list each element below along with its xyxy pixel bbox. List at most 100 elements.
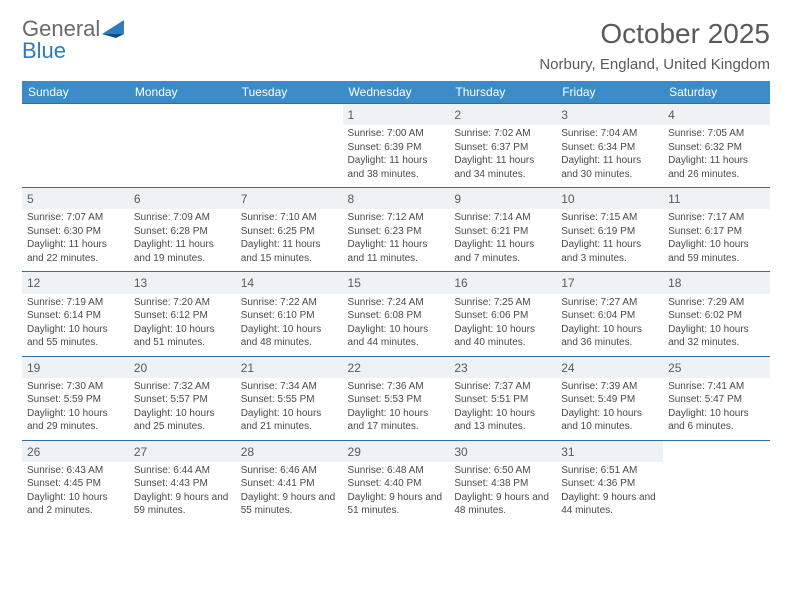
- daylight-text: Daylight: 11 hours and 7 minutes.: [454, 239, 534, 264]
- day-number: 10: [556, 188, 663, 209]
- sunrise-text: Sunrise: 7:27 AM: [561, 297, 637, 308]
- daylight-text: Daylight: 10 hours and 17 minutes.: [348, 408, 429, 433]
- daylight-text: Daylight: 11 hours and 34 minutes.: [454, 155, 534, 180]
- logo: General Blue: [22, 18, 130, 62]
- calendar-empty: [129, 104, 236, 188]
- sunrise-text: Sunrise: 7:39 AM: [561, 381, 637, 392]
- sunset-text: Sunset: 4:45 PM: [27, 478, 101, 489]
- day-number: 15: [343, 272, 450, 293]
- daylight-text: Daylight: 10 hours and 13 minutes.: [454, 408, 535, 433]
- daylight-text: Daylight: 11 hours and 19 minutes.: [134, 239, 214, 264]
- daylight-text: Daylight: 10 hours and 2 minutes.: [27, 492, 108, 517]
- daylight-text: Daylight: 9 hours and 51 minutes.: [348, 492, 443, 517]
- sunrise-text: Sunrise: 7:30 AM: [27, 381, 103, 392]
- logo-triangle-icon: [102, 20, 130, 38]
- day-header: Wednesday: [343, 81, 450, 104]
- sunrise-text: Sunrise: 6:46 AM: [241, 465, 317, 476]
- day-number: 4: [663, 104, 770, 125]
- day-header: Sunday: [22, 81, 129, 104]
- sunrise-text: Sunrise: 7:12 AM: [348, 212, 424, 223]
- sunrise-text: Sunrise: 7:19 AM: [27, 297, 103, 308]
- calendar-day: 13Sunrise: 7:20 AMSunset: 6:12 PMDayligh…: [129, 272, 236, 356]
- sunset-text: Sunset: 5:59 PM: [27, 394, 101, 405]
- daylight-text: Daylight: 10 hours and 10 minutes.: [561, 408, 642, 433]
- calendar-empty: [236, 104, 343, 188]
- sunset-text: Sunset: 4:41 PM: [241, 478, 315, 489]
- calendar-day: 22Sunrise: 7:36 AMSunset: 5:53 PMDayligh…: [343, 356, 450, 440]
- calendar-day: 17 Sunrise: 7:27 AM Sunset: 6:04 PM Dayligh…: [556, 272, 663, 356]
- day-number: 2: [449, 104, 556, 125]
- sunset-text: Sunset: 6:06 PM: [454, 310, 528, 321]
- day-header: Saturday: [663, 81, 770, 104]
- daylight-text: Daylight: 9 hours and 59 minutes.: [134, 492, 229, 517]
- sunrise-text: Sunrise: 7:04 AM: [561, 128, 637, 139]
- calendar-day: 29Sunrise: 6:48 AMSunset: 4:40 PMDayligh…: [343, 440, 450, 524]
- calendar-day: 11Sunrise: 7:17 AMSunset: 6:17 PMDayligh…: [663, 188, 770, 272]
- sunrise-text: Sunrise: 7:17 AM: [668, 212, 744, 223]
- sunrise-text: Sunrise: 7:14 AM: [454, 212, 530, 223]
- sunset-text: Sunset: 6:10 PM: [241, 310, 315, 321]
- sunset-text: Sunset: 4:38 PM: [454, 478, 528, 489]
- day-number: 23: [449, 357, 556, 378]
- daylight-text: Daylight: 10 hours and 25 minutes.: [134, 408, 215, 433]
- calendar-day: 4Sunrise: 7:05 AMSunset: 6:32 PMDaylight…: [663, 104, 770, 188]
- sunrise-text: Sunrise: 7:41 AM: [668, 381, 744, 392]
- day-number: 8: [343, 188, 450, 209]
- sunset-text: Sunset: 6:04 PM: [561, 310, 635, 321]
- daylight-text: Daylight: 9 hours and 48 minutes.: [454, 492, 549, 517]
- sunrise-text: Sunrise: 7:24 AM: [348, 297, 424, 308]
- calendar-day: 21Sunrise: 7:34 AMSunset: 5:55 PMDayligh…: [236, 356, 343, 440]
- calendar-day: 15 Sunrise: 7:24 AM Sunset: 6:08 PM Dayligh…: [343, 272, 450, 356]
- day-number: 6: [129, 188, 236, 209]
- calendar-day: 9Sunrise: 7:14 AMSunset: 6:21 PMDaylight…: [449, 188, 556, 272]
- daylight-text: Daylight: 10 hours and 55 minutes.: [27, 324, 108, 349]
- calendar-day: 7Sunrise: 7:10 AMSunset: 6:25 PMDaylight…: [236, 188, 343, 272]
- location: Norbury, England, United Kingdom: [539, 56, 770, 73]
- sunset-text: Sunset: 6:34 PM: [561, 142, 635, 153]
- sunrise-text: Sunrise: 6:43 AM: [27, 465, 103, 476]
- sunset-text: Sunset: 6:08 PM: [348, 310, 422, 321]
- day-number: 20: [129, 357, 236, 378]
- day-number: 17: [556, 272, 663, 293]
- daylight-text: Daylight: 10 hours and 36 minutes.: [561, 324, 642, 349]
- day-number: 18: [663, 272, 770, 293]
- calendar-day: 28Sunrise: 6:46 AMSunset: 4:41 PMDayligh…: [236, 440, 343, 524]
- sunset-text: Sunset: 5:51 PM: [454, 394, 528, 405]
- day-header: Friday: [556, 81, 663, 104]
- sunset-text: Sunset: 6:25 PM: [241, 226, 315, 237]
- day-number: 11: [663, 188, 770, 209]
- day-number: 31: [556, 441, 663, 462]
- daylight-text: Daylight: 10 hours and 48 minutes.: [241, 324, 322, 349]
- daylight-text: Daylight: 10 hours and 6 minutes.: [668, 408, 749, 433]
- day-header: Tuesday: [236, 81, 343, 104]
- calendar-week: 26Sunrise: 6:43 AMSunset: 4:45 PMDayligh…: [22, 440, 770, 524]
- sunset-text: Sunset: 6:23 PM: [348, 226, 422, 237]
- calendar-week: 1Sunrise: 7:00 AMSunset: 6:39 PMDaylight…: [22, 104, 770, 188]
- calendar-day: 1Sunrise: 7:00 AMSunset: 6:39 PMDaylight…: [343, 104, 450, 188]
- sunset-text: Sunset: 5:55 PM: [241, 394, 315, 405]
- sunrise-text: Sunrise: 7:36 AM: [348, 381, 424, 392]
- header: General Blue October 2025 Norbury, Engla…: [22, 18, 770, 73]
- sunset-text: Sunset: 5:57 PM: [134, 394, 208, 405]
- sunrise-text: Sunrise: 7:09 AM: [134, 212, 210, 223]
- calendar-week: 12Sunrise: 7:19 AMSunset: 6:14 PMDayligh…: [22, 272, 770, 356]
- calendar-day: 6Sunrise: 7:09 AMSunset: 6:28 PMDaylight…: [129, 188, 236, 272]
- sunrise-text: Sunrise: 6:50 AM: [454, 465, 530, 476]
- sunrise-text: Sunrise: 6:48 AM: [348, 465, 424, 476]
- day-number: 29: [343, 441, 450, 462]
- day-number: 21: [236, 357, 343, 378]
- calendar-day: 24Sunrise: 7:39 AMSunset: 5:49 PMDayligh…: [556, 356, 663, 440]
- day-number: 30: [449, 441, 556, 462]
- calendar-day: 3Sunrise: 7:04 AMSunset: 6:34 PMDaylight…: [556, 104, 663, 188]
- day-number: 25: [663, 357, 770, 378]
- sunset-text: Sunset: 6:17 PM: [668, 226, 742, 237]
- title-block: October 2025 Norbury, England, United Ki…: [539, 18, 770, 73]
- calendar-day: 10Sunrise: 7:15 AMSunset: 6:19 PMDayligh…: [556, 188, 663, 272]
- day-number: 28: [236, 441, 343, 462]
- calendar-day: 18Sunrise: 7:29 AMSunset: 6:02 PMDayligh…: [663, 272, 770, 356]
- sunset-text: Sunset: 6:19 PM: [561, 226, 635, 237]
- daylight-text: Daylight: 10 hours and 44 minutes.: [348, 324, 429, 349]
- sunrise-text: Sunrise: 7:20 AM: [134, 297, 210, 308]
- daylight-text: Daylight: 11 hours and 22 minutes.: [27, 239, 107, 264]
- month-title: October 2025: [539, 18, 770, 50]
